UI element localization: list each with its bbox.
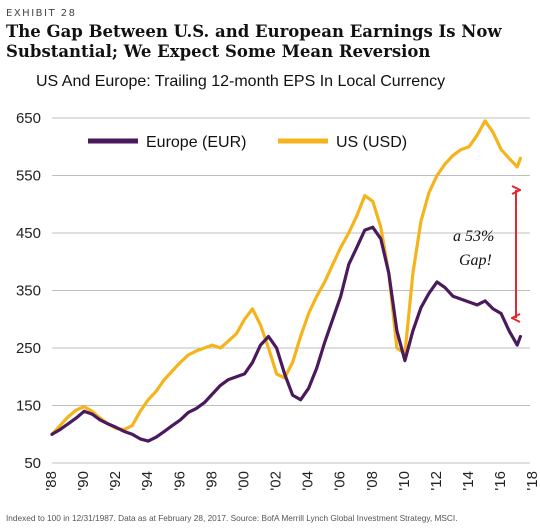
x-tick-label: '98 (203, 471, 220, 491)
headline-line-2: Substantial; We Expect Some Mean Reversi… (6, 42, 431, 61)
x-tick-label: '92 (107, 471, 124, 491)
x-tick-label: '02 (268, 471, 285, 491)
x-tick-label: '00 (235, 471, 252, 491)
y-tick-label: 450 (16, 225, 41, 242)
grid-lines (52, 117, 530, 464)
x-tick-label: '14 (460, 471, 477, 491)
x-tick-label: '10 (396, 471, 413, 491)
y-tick-label: 150 (16, 398, 41, 415)
y-tick-label: 550 (16, 168, 41, 185)
y-tick-label: 250 (16, 340, 41, 357)
x-tick-label: '88 (43, 471, 60, 491)
x-tick-label: '08 (364, 471, 381, 491)
x-axis-ticks: '88 '90 '92 '94 '96 '98 '00 '02 '04 '06 '08 '10 '12 '… (43, 471, 540, 491)
chart-title: US And Europe: Trailing 12-month EPS In … (36, 73, 446, 90)
gap-annotation-line-2: Gap! (459, 252, 492, 269)
y-axis-ticks: 50 150 250 350 450 550 650 (16, 110, 41, 472)
x-tick-label: '16 (492, 471, 509, 491)
x-tick-label: '04 (300, 471, 317, 491)
x-tick-label: '06 (332, 471, 349, 491)
legend-label-europe: Europe (EUR) (146, 134, 246, 151)
series-lines (50, 119, 523, 443)
series-line-us (50, 119, 523, 436)
exhibit-label: EXHIBIT 28 (6, 8, 77, 19)
y-tick-label: 350 (16, 283, 41, 300)
x-tick-label: '96 (171, 471, 188, 491)
x-tick-label: '18 (524, 471, 540, 491)
series-line-europe (50, 225, 523, 443)
y-tick-label: 650 (16, 110, 41, 127)
gap-annotation-line-1: a 53% (453, 228, 494, 245)
x-tick-label: '94 (139, 471, 156, 491)
x-tick-label: '90 (75, 471, 92, 491)
legend: Europe (EUR) US (USD) (88, 134, 407, 151)
legend-label-us: US (USD) (336, 134, 407, 151)
x-tick-label: '12 (428, 471, 445, 491)
headline: The Gap Between U.S. and European Earnin… (6, 22, 536, 62)
y-tick-label: 50 (24, 455, 41, 472)
headline-line-1: The Gap Between U.S. and European Earnin… (6, 22, 502, 41)
source-footnote: Indexed to 100 in 12/31/1987. Data as at… (6, 513, 458, 523)
